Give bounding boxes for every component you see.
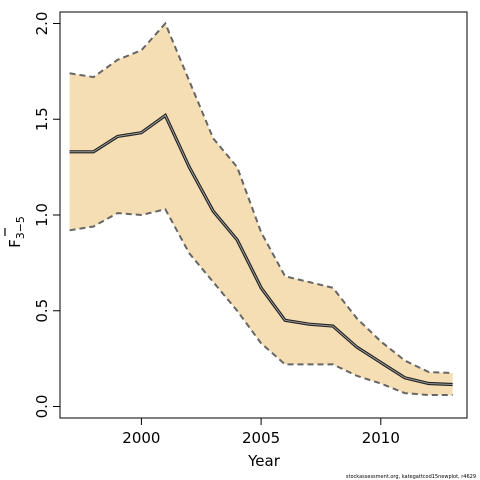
y-tick-label-1.5: 1.5 <box>33 107 51 131</box>
y-tick-label-group-1.5: 1.5 <box>33 107 51 131</box>
y-axis-title-main: F <box>6 239 24 248</box>
y-tick-label-group-2.0: 2.0 <box>33 12 51 36</box>
y-tick-label-group-1.0: 1.0 <box>33 203 51 227</box>
y-axis-title-subscript: 3−5 <box>14 216 27 239</box>
y-tick-label-0.5: 0.5 <box>33 299 51 323</box>
lower-bound-line <box>69 208 453 397</box>
y-tick-label-0.0: 0.0 <box>33 395 51 419</box>
y-tick-label-group-0.5: 0.5 <box>33 299 51 323</box>
y-axis-title: F3−5 <box>6 216 27 248</box>
axes-layer: 2000 2005 2010 0.0 0.5 1.0 1.5 2.0 <box>33 12 400 447</box>
x-tick-label-2000: 2000 <box>122 429 160 447</box>
x-tick-label-2010: 2010 <box>362 429 400 447</box>
confidence-band-layer <box>69 23 453 396</box>
svg-text:F3−5: F3−5 <box>6 216 27 248</box>
x-tick-label-2005: 2005 <box>242 429 280 447</box>
y-tick-label-1.0: 1.0 <box>33 203 51 227</box>
credit-note: stockassessment.org, kategattcod15newplo… <box>346 474 476 480</box>
y-tick-label-group-0.0: 0.0 <box>33 395 51 419</box>
estimate-line-inner <box>69 114 453 385</box>
upper-bound-line <box>69 21 453 374</box>
y-tick-label-2.0: 2.0 <box>33 12 51 36</box>
series-line-layer <box>69 21 453 397</box>
x-axis-title: Year <box>247 452 281 470</box>
confidence-band <box>69 23 453 396</box>
